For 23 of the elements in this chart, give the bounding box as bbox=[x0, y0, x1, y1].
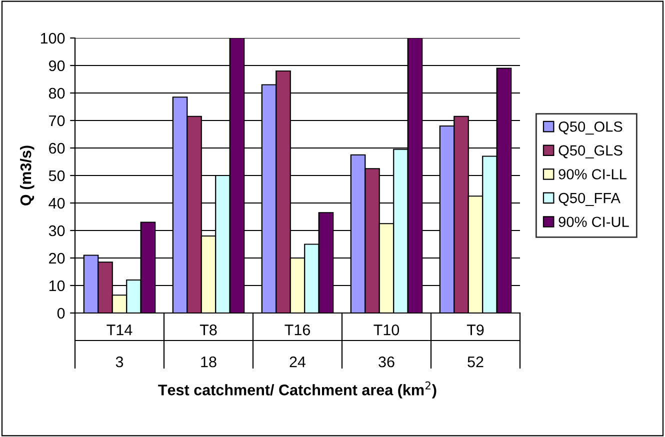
category-label: T14 3 bbox=[106, 324, 132, 368]
y-tick-label: 90 bbox=[49, 60, 65, 72]
legend-label: 90% CI-UL bbox=[558, 216, 629, 228]
x-axis-title: Test catchment/ Catchment area (km$^{2}$) bbox=[158, 381, 436, 398]
y-tick-label: 100 bbox=[40, 32, 65, 44]
legend-label: Q50_OLS bbox=[558, 121, 622, 135]
y-tick-label: 20 bbox=[49, 252, 65, 264]
category-label: T9 52 bbox=[466, 324, 484, 368]
category-label: T16 24 bbox=[284, 324, 310, 368]
y-tick-label: 40 bbox=[48, 198, 65, 209]
y-axis-title: Q (m3/s) bbox=[20, 146, 34, 206]
category-label: T8 18 bbox=[200, 324, 217, 368]
category-label: T10 36 bbox=[374, 324, 400, 368]
y-tick-label: 50 bbox=[48, 170, 65, 182]
y-tick-label: 30 bbox=[48, 225, 65, 236]
legend-label: 90% CI-LL bbox=[558, 169, 626, 180]
y-tick-label: 70 bbox=[49, 115, 65, 126]
legend-label: Q50_FFA bbox=[558, 192, 620, 206]
y-tick-label: 10 bbox=[49, 280, 65, 292]
y-tick-label: 60 bbox=[49, 142, 65, 154]
legend-label: Q50_GLS bbox=[558, 145, 622, 158]
y-tick-label: 80 bbox=[48, 88, 65, 99]
y-tick-label: 0 bbox=[57, 308, 65, 319]
